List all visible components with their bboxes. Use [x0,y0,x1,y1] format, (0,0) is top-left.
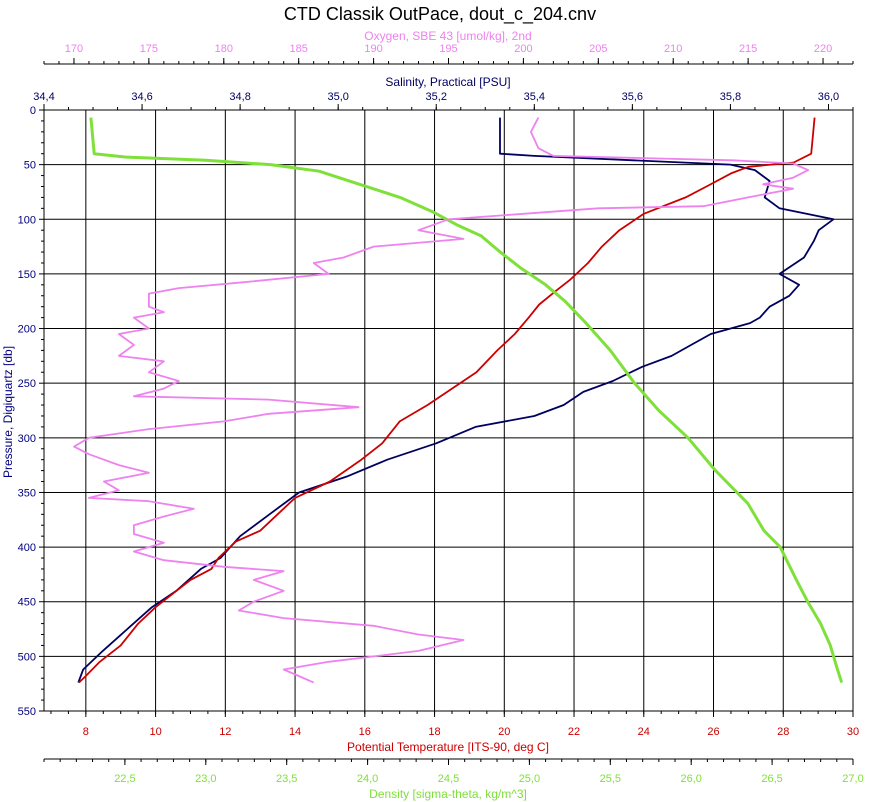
pressure-tick-label: 150 [18,269,36,281]
pressure-tick-label: 50 [24,160,36,172]
density-tick-label: 23,0 [195,773,216,785]
oxygen-profile-line [73,117,809,684]
oxygen-tick-label: 200 [514,43,532,55]
temperature-tick-label: 10 [149,726,161,738]
pressure-tick-label: 100 [18,214,36,226]
salinity-tick-label: 35,2 [426,91,447,103]
density-tick-label: 26,0 [680,773,701,785]
density-tick-label: 26,5 [761,773,782,785]
density-tick-label: 24,0 [357,773,378,785]
oxygen-tick-label: 195 [439,43,457,55]
salinity-axis-title: Salinity, Practical [PSU] [385,75,510,89]
salinity-tick-label: 34,4 [33,91,54,103]
temperature-tick-label: 18 [428,726,440,738]
pressure-tick-label: 450 [18,597,36,609]
salinity-tick-label: 34,8 [229,91,250,103]
pressure-tick-label: 400 [18,542,36,554]
density-axis-title: Density [sigma-theta, kg/m^3] [369,787,527,801]
temperature-tick-label: 20 [498,726,510,738]
oxygen-tick-label: 170 [65,43,83,55]
temperature-axis-title: Potential Temperature [ITS-90, deg C] [347,740,549,754]
salinity-tick-label: 36,0 [818,91,839,103]
salinity-tick-label: 34,6 [131,91,152,103]
oxygen-tick-label: 210 [664,43,682,55]
oxygen-axis-title: Oxygen, SBE 43 [umol/kg], 2nd [364,29,531,43]
pressure-tick-label: 0 [30,105,36,117]
series [73,117,844,684]
density-tick-label: 25,5 [600,773,621,785]
pressure-tick-label: 250 [18,378,36,390]
temperature-tick-label: 14 [289,726,301,738]
temperature-tick-label: 28 [777,726,789,738]
temperature-tick-label: 12 [219,726,231,738]
oxygen-tick-label: 205 [589,43,607,55]
salinity-tick-label: 35,0 [327,91,348,103]
pressure-tick-label: 200 [18,324,36,336]
oxygen-tick-label: 180 [215,43,233,55]
temperature-profile-line [78,117,816,684]
temperature-tick-label: 22 [568,726,580,738]
density-tick-label: 25,0 [519,773,540,785]
temperature-tick-label: 8 [83,726,89,738]
density-tick-label: 27,0 [842,773,863,785]
pressure-tick-label: 300 [18,433,36,445]
oxygen-tick-label: 190 [364,43,382,55]
oxygen-tick-label: 220 [814,43,832,55]
temperature-tick-label: 30 [847,726,859,738]
temperature-tick-label: 24 [638,726,650,738]
temperature-tick-label: 16 [359,726,371,738]
salinity-tick-label: 35,4 [524,91,545,103]
oxygen-tick-label: 185 [290,43,308,55]
pressure-axis-title: Pressure, Digiquartz [db] [1,346,15,478]
salinity-profile-line [77,117,835,683]
pressure-tick-label: 550 [18,706,36,718]
density-profile-line [89,117,844,684]
density-tick-label: 22,5 [114,773,135,785]
chart-title: CTD Classik OutPace, dout_c_204.cnv [284,4,596,25]
axes: 0 50 100 150 200 250 300 350 400 450 500 550 170 175 1… [18,43,864,785]
salinity-tick-label: 35,8 [720,91,741,103]
oxygen-tick-label: 215 [739,43,757,55]
pressure-tick-label: 350 [18,487,36,499]
pressure-tick-label: 500 [18,651,36,663]
salinity-tick-label: 35,6 [622,91,643,103]
temperature-tick-label: 26 [707,726,719,738]
plot-frame [43,109,854,712]
oxygen-tick-label: 175 [140,43,158,55]
density-tick-label: 24,5 [438,773,459,785]
density-tick-label: 23,5 [276,773,297,785]
